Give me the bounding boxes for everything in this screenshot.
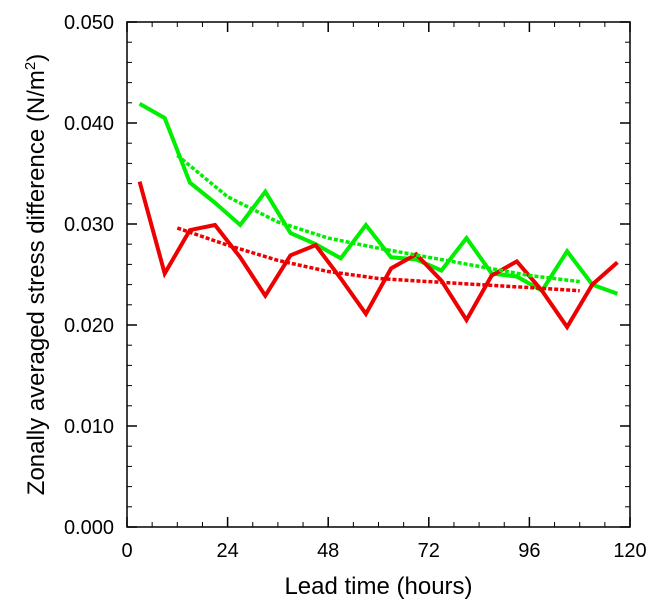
series-line-red-dashed [176, 226, 580, 293]
y-tick-label: 0.050 [64, 12, 114, 34]
y-tick-label: 0.010 [64, 416, 114, 438]
series-line-green-dashed [176, 153, 580, 284]
y-tick-label: 0.000 [64, 517, 114, 539]
y-axis-title: Zonally averaged stress difference (N/m2… [22, 54, 50, 495]
x-tick-label: 96 [518, 540, 540, 562]
y-axis-title-superscript: 2 [22, 62, 39, 70]
x-tick-label: 24 [216, 540, 238, 562]
x-tick-label: 0 [121, 540, 132, 562]
tick-labels: 0 24 48 72 96 120 0.000 0.010 0.020 0.030 0.040 0.0… [64, 12, 647, 562]
x-axis-title: Lead time (hours) [284, 573, 472, 600]
y-axis-title-main: Zonally averaged stress difference (N/m [23, 70, 50, 495]
x-tick-label: 72 [418, 540, 440, 562]
y-tick-label: 0.030 [64, 214, 114, 236]
y-tick-label: 0.020 [64, 315, 114, 337]
y-tick-label: 0.040 [64, 113, 114, 135]
series-line-red-solid [137, 181, 619, 331]
series-layer [137, 102, 619, 331]
y-axis-title-close: ) [23, 54, 50, 62]
x-tick-label: 120 [613, 540, 646, 562]
axis-ticks [126, 21, 631, 528]
series-line-green-solid [138, 102, 619, 296]
x-tick-label: 48 [317, 540, 339, 562]
